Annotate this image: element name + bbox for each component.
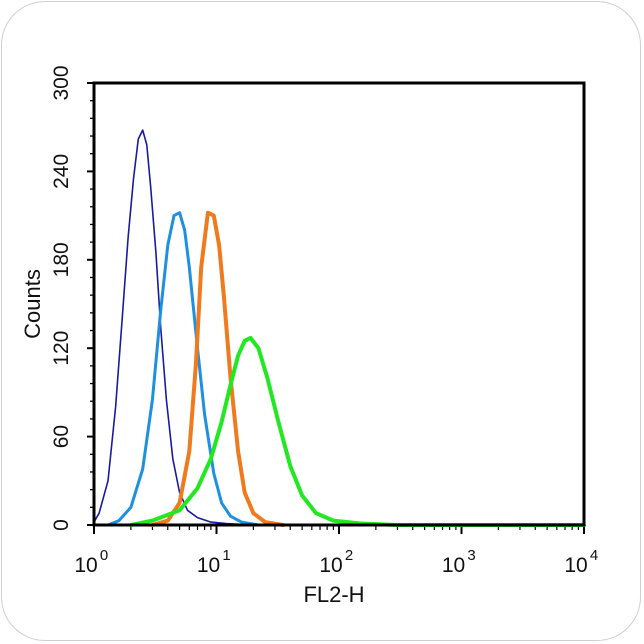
y-tick-label: 0 xyxy=(50,519,73,531)
y-tick-label: 60 xyxy=(50,425,73,448)
x-tick-exponent: 4 xyxy=(590,547,598,564)
x-tick-exponent: 0 xyxy=(100,547,108,564)
histogram-curve-2 xyxy=(106,211,260,527)
y-tick-label: 240 xyxy=(50,154,73,189)
x-tick-exponent: 3 xyxy=(467,547,475,564)
x-tick-label: 10 xyxy=(74,554,97,577)
histogram-curve-1 xyxy=(93,129,255,526)
plot-area-border xyxy=(92,81,586,527)
x-tick-label: 10 xyxy=(197,554,220,577)
histogram-curve-4 xyxy=(128,335,586,527)
y-tick-label: 180 xyxy=(50,242,73,277)
x-axis-title: FL2-H xyxy=(303,582,364,607)
histogram-curve-3 xyxy=(150,210,286,527)
x-tick-label: 10 xyxy=(319,554,342,577)
x-tick-exponent: 2 xyxy=(345,547,353,564)
y-tick-label: 120 xyxy=(50,331,73,366)
histogram-series xyxy=(93,129,586,527)
x-tick-label: 10 xyxy=(442,554,465,577)
y-tick-label: 300 xyxy=(50,65,73,100)
y-axis-title: Counts xyxy=(20,269,45,339)
x-tick-exponent: 1 xyxy=(222,547,230,564)
x-tick-label: 10 xyxy=(564,554,587,577)
